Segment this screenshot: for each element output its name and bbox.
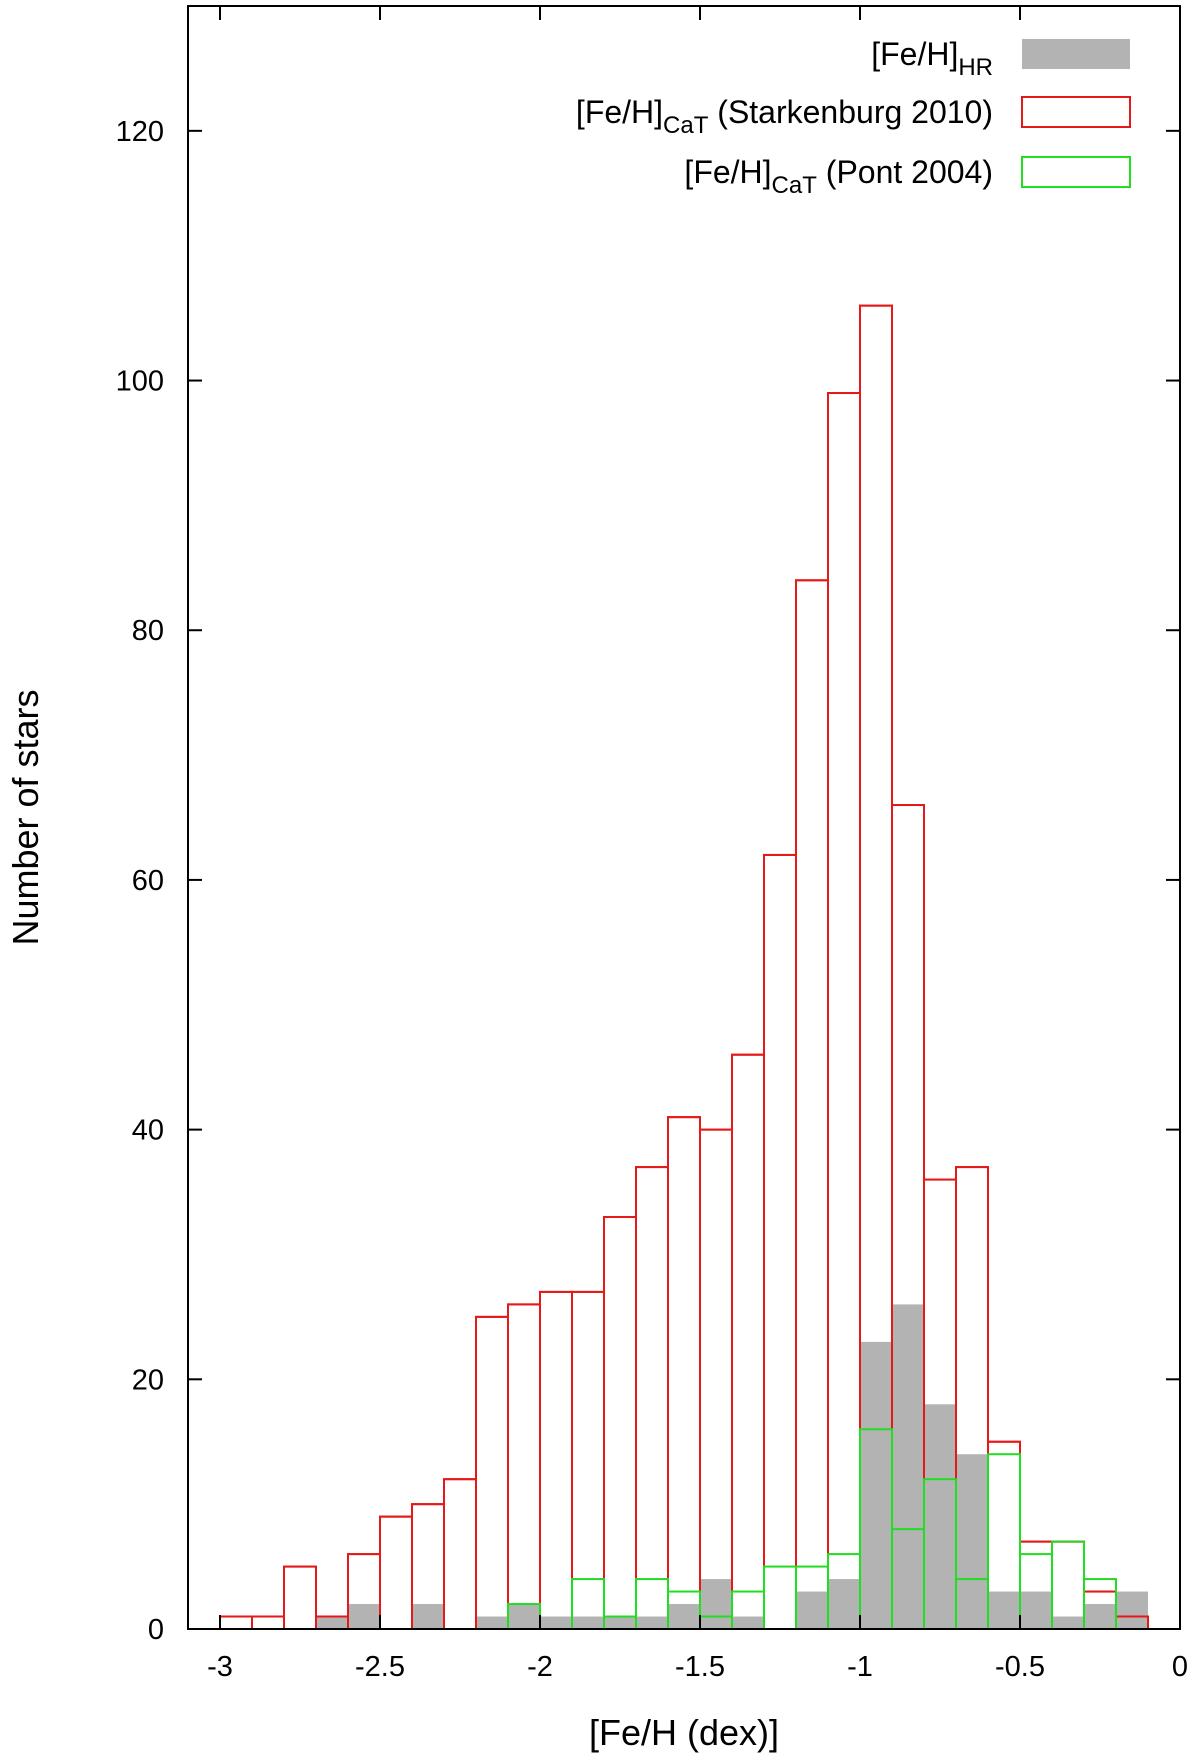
hr-bar	[828, 1579, 860, 1629]
hr-bar	[892, 1304, 924, 1629]
x-tick-label: 0	[1172, 1651, 1188, 1683]
x-tick-label: -0.5	[995, 1651, 1045, 1683]
y-tick-label: 20	[132, 1364, 164, 1396]
y-tick-label: 100	[116, 366, 164, 398]
legend-swatch	[1021, 156, 1131, 188]
hr-bar	[668, 1604, 700, 1629]
hr-bar	[636, 1616, 668, 1629]
starkenburg-bars	[219, 304, 1149, 1631]
hr-bar	[1020, 1591, 1052, 1629]
starkenburg-bar	[571, 1290, 605, 1631]
legend-label: [Fe/H]CaT (Pont 2004)	[684, 154, 993, 199]
x-tick-label: -1.5	[675, 1651, 725, 1683]
y-tick-label: 40	[132, 1115, 164, 1147]
hr-bar	[540, 1616, 572, 1629]
y-tick-label: 80	[132, 615, 164, 647]
starkenburg-bar	[219, 1615, 253, 1630]
starkenburg-bar	[475, 1315, 509, 1631]
starkenburg-bar	[251, 1615, 285, 1630]
starkenburg-bar	[1051, 1540, 1085, 1630]
hr-bar	[604, 1616, 636, 1629]
starkenburg-bar	[699, 1128, 733, 1630]
starkenburg-bar	[667, 1116, 701, 1630]
starkenburg-bar	[731, 1053, 765, 1630]
x-tick-label: -2.5	[355, 1651, 405, 1683]
y-tick-label: 60	[132, 865, 164, 897]
starkenburg-bar	[443, 1478, 477, 1630]
hr-bar	[316, 1616, 348, 1629]
hr-bar	[924, 1404, 956, 1629]
hr-bar	[988, 1591, 1020, 1629]
hr-bar	[348, 1604, 380, 1629]
hr-bars	[316, 1304, 1148, 1629]
hr-bar	[796, 1591, 828, 1629]
x-tick-label: -2	[527, 1651, 553, 1683]
hr-bar	[956, 1454, 988, 1629]
legend: [Fe/H]HR [Fe/H]CaT (Starkenburg 2010) [Fe/…	[576, 36, 1131, 199]
legend-swatch	[1021, 96, 1131, 128]
hr-bar	[732, 1616, 764, 1629]
starkenburg-bar	[763, 853, 797, 1630]
hr-bar	[860, 1341, 892, 1629]
x-axis-title: [Fe/H (dex)]	[589, 1712, 779, 1753]
hr-bar	[700, 1579, 732, 1629]
y-tick-label: 120	[116, 116, 164, 148]
axis-ticks	[188, 6, 1181, 1630]
x-tick-label: -3	[207, 1651, 233, 1683]
hr-bar	[1116, 1591, 1148, 1629]
legend-label: [Fe/H]CaT (Starkenburg 2010)	[576, 94, 993, 139]
hr-bar	[508, 1604, 540, 1629]
hr-bar	[1052, 1616, 1084, 1629]
starkenburg-bar	[379, 1515, 413, 1630]
tick-labels: -3 -2.5 -2 -1.5 -1 -0.5 0 0 20 40 60 80 100 120	[116, 116, 1188, 1683]
plot-frame	[187, 5, 1181, 1630]
legend-label: [Fe/H]HR	[871, 36, 993, 81]
y-axis-title: Number of stars	[5, 689, 46, 945]
starkenburg-bar	[635, 1166, 669, 1630]
starkenburg-bar	[827, 392, 861, 1630]
x-tick-label: -1	[847, 1651, 873, 1683]
y-tick-label: 0	[148, 1614, 164, 1646]
starkenburg-bar	[603, 1216, 637, 1630]
hr-bar	[1084, 1604, 1116, 1629]
hr-bar	[412, 1604, 444, 1629]
legend-swatch	[1022, 39, 1130, 69]
starkenburg-bar	[507, 1303, 541, 1631]
starkenburg-bar	[795, 579, 829, 1630]
starkenburg-bar	[283, 1565, 317, 1630]
starkenburg-bar	[539, 1290, 573, 1631]
hr-bar	[572, 1616, 604, 1629]
hr-bar	[476, 1616, 508, 1629]
